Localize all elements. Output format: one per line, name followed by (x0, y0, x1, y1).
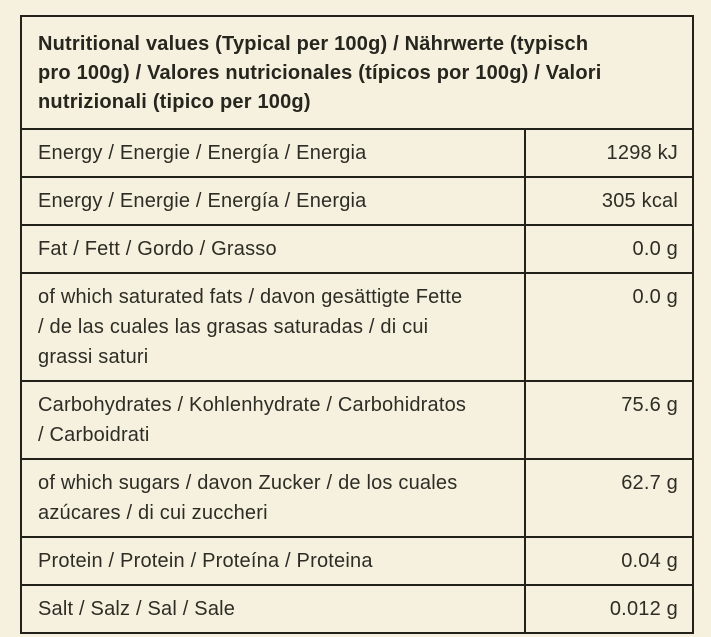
row-label: Fat / Fett / Gordo / Grasso (22, 226, 526, 272)
row-value: 0.0 g (632, 238, 678, 260)
row-value: 305 kcal (601, 190, 678, 212)
table-row-energy-kj: Energy / Energie / Energía / Energia 129… (22, 130, 692, 178)
table-row-protein: Protein / Protein / Proteína / Proteina … (22, 538, 692, 586)
table-row-salt: Salt / Salz / Sal / Sale 0.012 g (22, 586, 692, 632)
row-label: of which sugars / davon Zucker / de los … (22, 460, 526, 536)
row-value: 0.012 g (609, 598, 678, 620)
table-row-saturated-fats: of which saturated fats / davon gesättig… (22, 274, 692, 382)
table-row-fat: Fat / Fett / Gordo / Grasso 0.0 g (22, 226, 692, 274)
row-label: Carbohydrates / Kohlenhydrate / Carbohid… (22, 382, 526, 458)
row-value: 75.6 g (621, 394, 678, 416)
row-label: Energy / Energie / Energía / Energia (22, 178, 526, 224)
table-row-carbohydrates: Carbohydrates / Kohlenhydrate / Carbohid… (22, 382, 692, 460)
table-row-sugars: of which sugars / davon Zucker / de los … (22, 460, 692, 538)
row-label: of which saturated fats / davon gesättig… (22, 274, 526, 380)
nutrition-table: Nutritional values (Typical per 100g) / … (20, 15, 694, 634)
row-value: 0.0 g (632, 286, 678, 308)
row-value: 62.7 g (621, 472, 678, 494)
row-value: 0.04 g (621, 550, 678, 572)
table-header: Nutritional values (Typical per 100g) / … (22, 17, 692, 130)
row-label: Protein / Protein / Proteína / Proteina (22, 538, 526, 584)
table-row-energy-kcal: Energy / Energie / Energía / Energia 305… (22, 178, 692, 226)
row-label: Energy / Energie / Energía / Energia (22, 130, 526, 176)
row-label: Salt / Salz / Sal / Sale (22, 586, 526, 632)
row-value: 1298 kJ (606, 142, 678, 164)
